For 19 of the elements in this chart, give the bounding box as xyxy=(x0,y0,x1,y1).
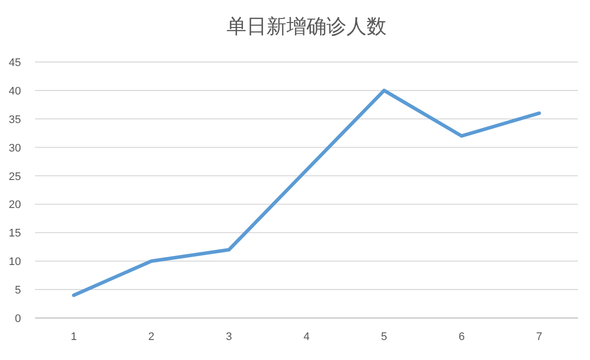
x-tick-label: 3 xyxy=(226,331,232,343)
y-tick-label: 20 xyxy=(8,199,21,212)
x-tick-label: 4 xyxy=(303,331,310,343)
y-tick-label: 5 xyxy=(14,284,21,297)
y-tick-label: 0 xyxy=(14,313,21,325)
y-tick-label: 40 xyxy=(8,85,21,98)
y-tick-label: 35 xyxy=(8,114,21,126)
x-tick-label: 2 xyxy=(148,331,154,343)
x-tick-label: 1 xyxy=(70,331,77,343)
chart-title: 单日新增确诊人数 xyxy=(226,16,386,38)
y-tick-label: 30 xyxy=(8,142,21,154)
y-tick-label: 10 xyxy=(8,256,21,268)
y-tick-label: 15 xyxy=(8,228,21,240)
y-tick-label: 25 xyxy=(8,170,21,183)
line-series xyxy=(72,88,541,297)
x-tick-label: 6 xyxy=(458,331,465,343)
x-tick-label: 5 xyxy=(381,331,388,343)
x-tick-label: 7 xyxy=(536,331,542,343)
y-tick-label: 45 xyxy=(8,57,21,69)
